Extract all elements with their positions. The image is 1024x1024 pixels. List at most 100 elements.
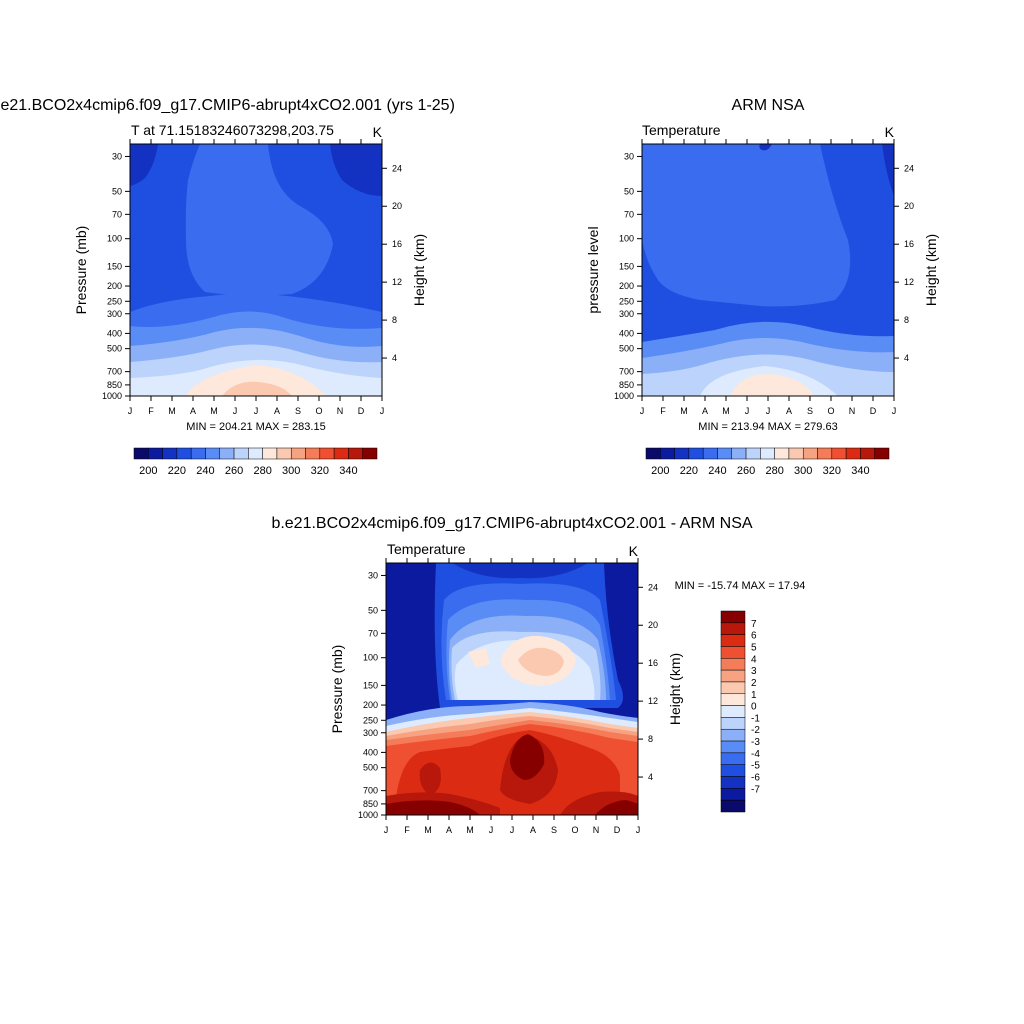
panel-difference: b.e21.BCO2x4cmip6.f09_g17.CMIP6-abrupt4x… — [271, 515, 805, 835]
x-tick-label: J — [640, 406, 645, 416]
y-axis-right-label: Height (km) — [667, 653, 683, 725]
colorbar-tick-label: -3 — [751, 737, 760, 748]
x-tick-label: O — [571, 825, 578, 835]
y-axis-right-label: Height (km) — [923, 234, 939, 306]
y-tick-label: 100 — [363, 653, 378, 663]
y-right-tick-label: 12 — [648, 696, 658, 706]
colorbar-swatch — [190, 447, 206, 460]
panel-left-label: Temperature — [642, 122, 721, 138]
x-tick-label: A — [274, 406, 280, 416]
field-level-2 — [642, 144, 851, 307]
colorbar-tick-label: 300 — [282, 465, 300, 477]
x-tick-label: D — [614, 825, 621, 835]
x-tick-label: J — [384, 825, 389, 835]
y-tick-label: 300 — [619, 309, 634, 319]
x-tick-label: D — [358, 406, 365, 416]
colorbar-tick-label: 4 — [751, 654, 757, 665]
y-axis-label: Pressure (mb) — [73, 226, 89, 315]
stats-label: MIN = 204.21 MAX = 283.15 — [186, 421, 325, 433]
colorbar-tick-label: 240 — [196, 465, 214, 477]
y-tick-label: 500 — [107, 344, 122, 354]
x-tick-label: J — [380, 406, 385, 416]
colorbar-swatch — [205, 447, 221, 460]
colorbar-swatch — [845, 447, 861, 460]
colorbar-swatch — [874, 447, 890, 460]
colorbar-swatch — [720, 776, 746, 789]
y-tick-label: 30 — [368, 570, 378, 580]
y-tick-label: 850 — [363, 799, 378, 809]
colorbar-swatch — [362, 447, 378, 460]
field-level-9 — [518, 647, 564, 676]
field-level-16 — [386, 800, 480, 815]
panel-right-label: K — [629, 543, 639, 559]
colorbar-tick-label: -6 — [751, 773, 760, 784]
y-tick-label: 250 — [363, 715, 378, 725]
x-tick-label: A — [702, 406, 708, 416]
y-tick-label: 30 — [624, 151, 634, 161]
y-tick-label: 70 — [368, 628, 378, 638]
colorbar-swatch — [745, 447, 761, 460]
colorbar-tick-label: 1 — [751, 690, 757, 701]
colorbar-swatch — [720, 764, 746, 777]
colorbar-swatch — [720, 717, 746, 730]
y-tick-label: 150 — [107, 261, 122, 271]
colorbar-tick-label: 340 — [851, 465, 869, 477]
colorbar-tick-label: 240 — [708, 465, 726, 477]
colorbar-swatch — [788, 447, 804, 460]
y-right-tick-label: 16 — [392, 239, 402, 249]
colorbar: 200 220 240 260 280 300 320 340 — [133, 447, 378, 477]
field-level-7 — [730, 374, 814, 396]
x-tick-label: A — [786, 406, 792, 416]
x-tick-label: M — [210, 406, 218, 416]
x-tick-label: N — [593, 825, 600, 835]
x-tick-label: J — [128, 406, 133, 416]
field-level-15 — [419, 762, 441, 795]
field-level-0 — [882, 144, 894, 196]
panel-right-label: K — [885, 124, 895, 140]
y-tick-label: 1000 — [102, 391, 122, 401]
y-right-tick-label: 4 — [392, 353, 397, 363]
y-tick-label: 200 — [107, 281, 122, 291]
y-axis-right-label: Height (km) — [411, 234, 427, 306]
colorbar-swatch — [276, 447, 292, 460]
x-tick-label: M — [680, 406, 688, 416]
x-tick-label: A — [190, 406, 196, 416]
x-tick-label: O — [827, 406, 834, 416]
colorbar-tick-label: 320 — [311, 465, 329, 477]
x-tick-label: M — [424, 825, 432, 835]
y-tick-label: 850 — [619, 380, 634, 390]
colorbar-tick-label: 260 — [225, 465, 243, 477]
colorbar-swatch — [720, 788, 746, 801]
y-tick-label: 700 — [107, 367, 122, 377]
y-tick-label: 200 — [363, 700, 378, 710]
colorbar-swatch — [720, 610, 746, 624]
y-tick-label: 150 — [619, 261, 634, 271]
colorbar-swatch — [333, 447, 349, 460]
colorbar-tick-label: -4 — [751, 749, 760, 760]
colorbar-swatch — [133, 447, 149, 460]
x-tick-label: M — [168, 406, 176, 416]
y-right-tick-label: 16 — [904, 239, 914, 249]
y-tick-label: 700 — [363, 786, 378, 796]
colorbar-tick-label: 280 — [253, 465, 271, 477]
y-tick-label: 150 — [363, 680, 378, 690]
x-tick-label: J — [489, 825, 494, 835]
colorbar-tick-label: -1 — [751, 713, 760, 724]
colorbar-swatch — [262, 447, 278, 460]
y-tick-label: 1000 — [614, 391, 634, 401]
colorbar-swatch — [319, 447, 335, 460]
x-tick-label: F — [148, 406, 154, 416]
colorbar-swatch — [720, 634, 746, 647]
y-right-tick-label: 12 — [904, 277, 914, 287]
field-level-0 — [759, 144, 772, 151]
y-tick-label: 500 — [619, 344, 634, 354]
colorbar-swatch — [720, 646, 746, 659]
y-tick-label: 700 — [619, 367, 634, 377]
y-right-tick-label: 16 — [648, 658, 658, 668]
colorbar-swatch — [720, 752, 746, 765]
colorbar-tick-label: 220 — [168, 465, 186, 477]
colorbar: 200 220 240 260 280 300 320 340 — [645, 447, 890, 477]
